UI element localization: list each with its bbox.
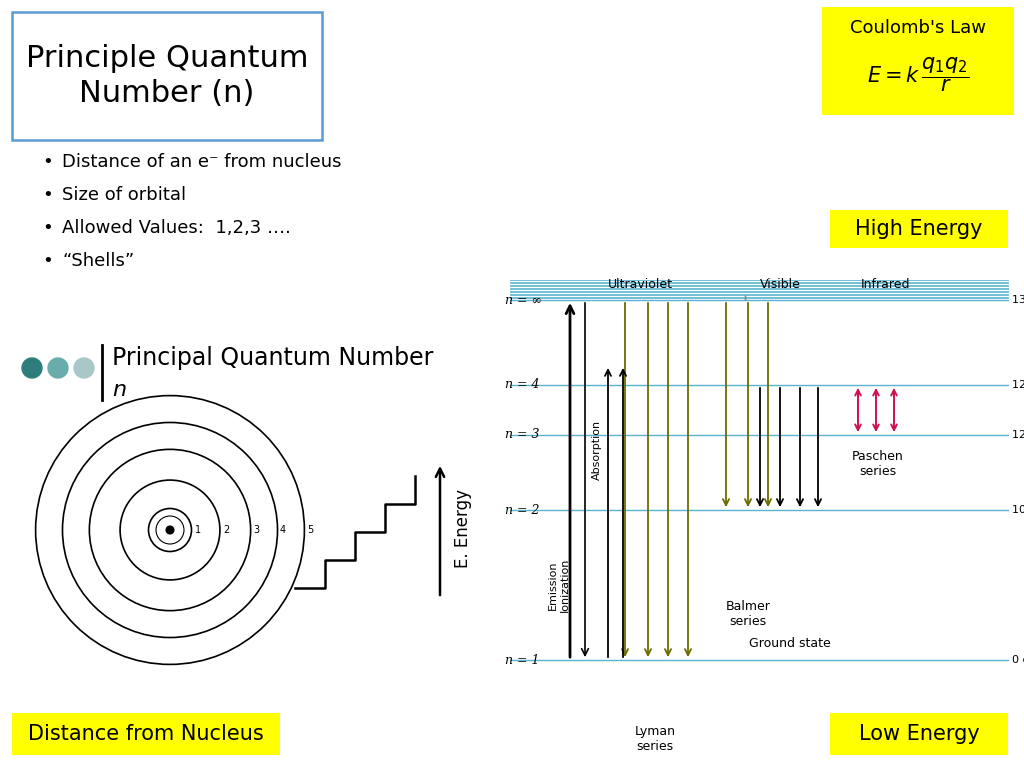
Text: Visible: Visible	[760, 277, 801, 290]
Text: n = 2: n = 2	[505, 504, 540, 517]
Text: n = ∞: n = ∞	[505, 293, 542, 306]
Text: •: •	[42, 153, 53, 171]
Text: n = 4: n = 4	[505, 379, 540, 392]
Text: 4: 4	[280, 525, 286, 535]
Text: 13.6 eV: 13.6 eV	[1012, 295, 1024, 305]
Bar	[822, 7, 1014, 115]
Text: •: •	[42, 252, 53, 270]
Circle shape	[166, 526, 174, 534]
Text: Ultraviolet: Ultraviolet	[607, 277, 673, 290]
Text: Paschen
series: Paschen series	[852, 450, 904, 478]
Text: •: •	[42, 186, 53, 204]
Text: Emission: Emission	[548, 560, 558, 610]
Bar	[12, 12, 322, 140]
Text: n = 1: n = 1	[505, 654, 540, 667]
Text: Principle Quantum
Number (n): Principle Quantum Number (n)	[26, 44, 308, 108]
Text: Lyman
series: Lyman series	[635, 725, 676, 753]
Text: Ionization: Ionization	[560, 558, 570, 612]
Text: 3: 3	[253, 525, 259, 535]
Text: Balmer
series: Balmer series	[726, 600, 770, 628]
Text: High Energy: High Energy	[855, 219, 983, 239]
Text: “Shells”: “Shells”	[62, 252, 134, 270]
Text: 5: 5	[307, 525, 313, 535]
Circle shape	[74, 358, 94, 378]
Text: n = 3: n = 3	[505, 429, 540, 442]
Circle shape	[22, 358, 42, 378]
Text: Allowed Values:  1,2,3 ….: Allowed Values: 1,2,3 ….	[62, 219, 291, 237]
Text: Size of orbital: Size of orbital	[62, 186, 186, 204]
Text: Low Energy: Low Energy	[859, 724, 979, 744]
Text: Ground state: Ground state	[750, 637, 830, 650]
Text: E. Energy: E. Energy	[454, 488, 472, 568]
Text: Coulomb's Law: Coulomb's Law	[850, 19, 986, 37]
Text: 2: 2	[223, 525, 229, 535]
Circle shape	[48, 358, 68, 378]
Text: 12.1 eV: 12.1 eV	[1012, 430, 1024, 440]
Text: 12.8 eV: 12.8 eV	[1012, 380, 1024, 390]
Text: Distance of an e⁻ from nucleus: Distance of an e⁻ from nucleus	[62, 153, 341, 171]
Text: 1: 1	[195, 525, 201, 535]
Bar	[830, 713, 1008, 755]
Text: •: •	[42, 219, 53, 237]
Text: 0 eV: 0 eV	[1012, 655, 1024, 665]
Text: Infrared: Infrared	[860, 277, 909, 290]
Bar	[830, 210, 1008, 248]
Text: Distance from Nucleus: Distance from Nucleus	[28, 724, 264, 744]
Text: n: n	[112, 380, 126, 400]
Text: Principal Quantum Number: Principal Quantum Number	[112, 346, 433, 370]
Text: 10.2 eV: 10.2 eV	[1012, 505, 1024, 515]
Bar	[12, 713, 280, 755]
Text: $E = k\,\dfrac{q_1 q_2}{r}$: $E = k\,\dfrac{q_1 q_2}{r}$	[866, 56, 970, 94]
Text: Absorption: Absorption	[592, 420, 602, 480]
